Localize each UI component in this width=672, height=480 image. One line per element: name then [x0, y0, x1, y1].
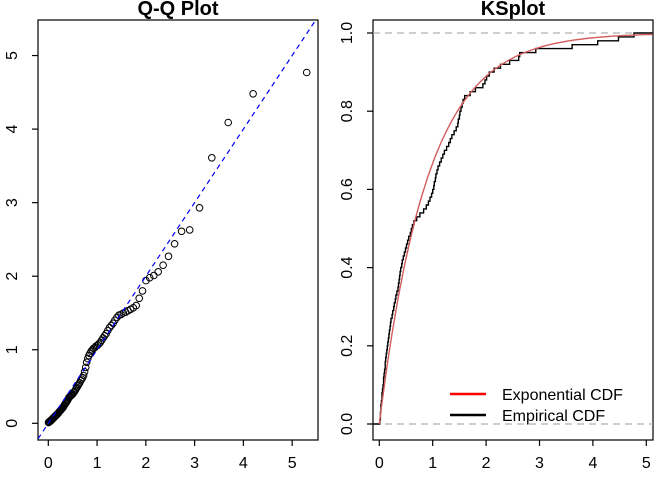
- qq-point: [82, 358, 91, 367]
- qq-point: [154, 268, 162, 276]
- qq-point: [138, 287, 147, 295]
- qq-point: [159, 261, 167, 270]
- ks-exponential-cdf: [378, 33, 653, 425]
- qq-x-tick-label: 1: [93, 455, 102, 472]
- ks-x-tick-label: 0: [375, 455, 384, 472]
- qq-point: [135, 294, 143, 303]
- legend-empirical-label: Empirical CDF: [502, 408, 605, 425]
- qq-y-tick-label: 1: [4, 345, 21, 354]
- ks-y-tick-label: 0.0: [339, 413, 356, 435]
- qq-x-tick-label: 2: [141, 455, 150, 472]
- ks-plot-frame: [372, 19, 654, 441]
- qq-point: [164, 252, 173, 261]
- ks-y-tick-label: 0.4: [339, 256, 356, 278]
- qq-point: [224, 118, 232, 127]
- qq-point: [117, 310, 125, 319]
- qq-x-tick-label: 5: [288, 455, 297, 472]
- qq-y-tick-label: 3: [4, 198, 21, 207]
- qq-point: [249, 90, 257, 98]
- ks-y-tick-label: 1.0: [339, 22, 356, 44]
- qq-point: [77, 375, 86, 384]
- ks-y-tick-label: 0.6: [339, 178, 356, 200]
- ks-x-tick-label: 4: [588, 455, 597, 472]
- qq-x-tick-label: 4: [239, 455, 248, 472]
- qq-y-tick-label: 4: [4, 125, 21, 134]
- ks-x-tick-label: 2: [482, 455, 491, 472]
- ks-y-tick-label: 0.2: [339, 335, 356, 357]
- qq-y-tick-label: 2: [4, 272, 21, 281]
- qq-reference-line: [37, 19, 317, 440]
- qq-point: [208, 154, 216, 162]
- qq-point: [185, 226, 194, 234]
- qq-plot-frame: [37, 19, 319, 441]
- qq-point: [81, 363, 90, 372]
- qq-y-tick-label: 0: [4, 419, 21, 428]
- qq-points: [44, 68, 311, 427]
- qq-point: [302, 68, 311, 77]
- qq-point: [145, 273, 154, 282]
- ks-title: KSplot: [481, 0, 546, 20]
- qq-point: [170, 240, 179, 248]
- qq-title: Q-Q Plot: [137, 0, 218, 20]
- qq-point: [195, 204, 204, 212]
- qq-x-tick-label: 0: [44, 455, 53, 472]
- ks-x-tick-label: 5: [642, 455, 651, 472]
- ks-empirical-cdf: [373, 32, 653, 425]
- qq-x-tick-label: 3: [190, 455, 199, 472]
- legend-exponential-label: Exponential CDF: [502, 387, 623, 404]
- qq-point: [177, 227, 186, 236]
- qq-point: [132, 301, 140, 310]
- qq-point: [107, 321, 116, 330]
- ks-x-tick-label: 1: [428, 455, 437, 472]
- qq-y-tick-label: 5: [4, 51, 21, 60]
- ks-x-tick-label: 3: [535, 455, 544, 472]
- qq-point: [150, 271, 158, 280]
- ks-legend: Exponential CDF Empirical CDF: [450, 387, 623, 425]
- ks-y-tick-label: 0.8: [339, 100, 356, 122]
